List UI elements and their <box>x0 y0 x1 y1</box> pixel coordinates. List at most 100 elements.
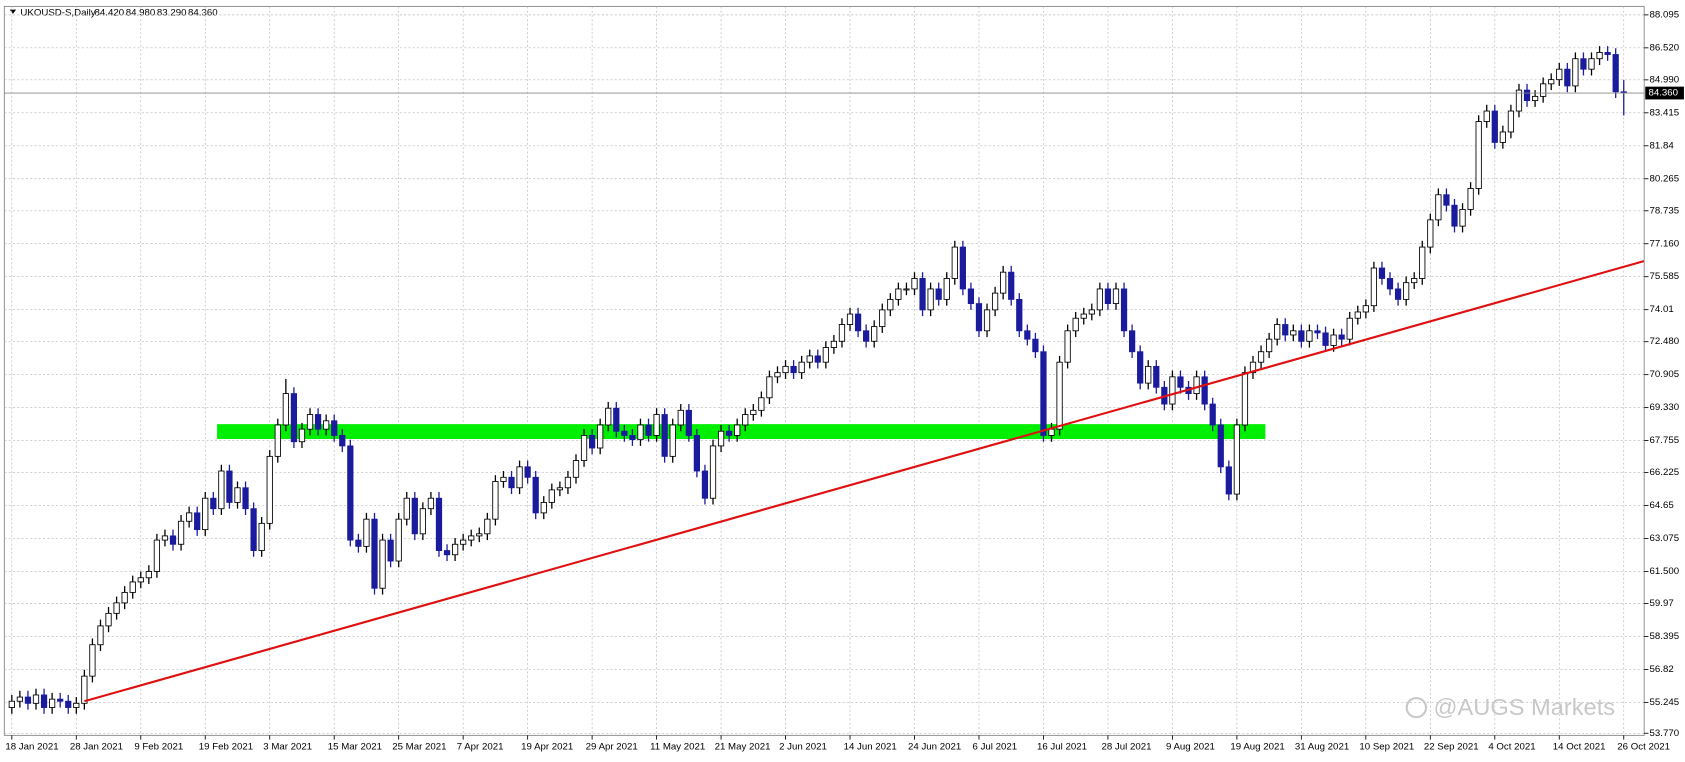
candle-body <box>927 288 934 311</box>
candle-body <box>355 539 362 547</box>
candle-body <box>822 347 829 363</box>
header-value: 84.980 <box>126 7 156 18</box>
candle-body <box>556 487 563 491</box>
candle-body <box>210 497 217 510</box>
candle-body <box>895 288 902 300</box>
y-tick-label: 58.395 <box>1650 631 1680 642</box>
candle-body <box>274 424 281 457</box>
candle-body <box>169 535 177 545</box>
candle-body <box>887 298 894 311</box>
y-tick-label: 83.415 <box>1650 107 1680 118</box>
candle-body <box>766 376 773 399</box>
candle-body <box>443 550 451 556</box>
y-tick-label: 61.500 <box>1650 566 1680 577</box>
candle-body <box>540 501 547 514</box>
candle-body <box>685 409 692 436</box>
candle-body <box>726 430 733 436</box>
candle-body <box>1233 424 1241 495</box>
candle-body <box>1491 110 1498 143</box>
candle-body <box>65 700 72 708</box>
x-tick-label: 18 Jan 2021 <box>5 742 58 753</box>
candle-body <box>1201 376 1208 405</box>
candle-body <box>1596 52 1603 60</box>
y-tick-label: 53.770 <box>1650 728 1680 739</box>
candle-body <box>1427 219 1434 248</box>
candle-body <box>903 288 910 291</box>
candle-body <box>137 577 144 583</box>
candle-body <box>1483 110 1490 122</box>
candle-body <box>1120 288 1128 332</box>
candle-body <box>1266 338 1273 353</box>
x-tick-label: 11 May 2021 <box>650 742 705 753</box>
candle-body <box>57 698 64 702</box>
candle-body <box>1330 334 1337 346</box>
candle-body <box>371 518 378 589</box>
candle-body <box>750 409 757 415</box>
watermark-icon <box>1405 696 1428 719</box>
y-tick-label: 55.245 <box>1650 697 1680 708</box>
y-tick-label: 77.160 <box>1650 238 1680 249</box>
y-tick-label: 69.330 <box>1650 402 1680 413</box>
candle-body <box>1564 68 1571 87</box>
candle-body <box>830 340 838 348</box>
candle-body <box>1346 317 1353 340</box>
x-tick-label: 22 Sep 2021 <box>1424 742 1479 753</box>
candle-body <box>1048 428 1055 436</box>
candle-body <box>1548 79 1555 85</box>
candle-body <box>1112 288 1120 305</box>
candle-body <box>258 522 265 551</box>
candle-body <box>1249 361 1257 374</box>
candle-body <box>991 292 999 311</box>
candle-body <box>266 455 273 524</box>
candle-body <box>1177 376 1184 388</box>
candle-body <box>186 512 193 522</box>
candle-body <box>669 424 676 457</box>
candle-body <box>1137 351 1144 384</box>
candle-body <box>943 278 950 300</box>
x-tick-label: 28 Jul 2021 <box>1101 742 1151 753</box>
y-tick-label: 75.585 <box>1650 271 1680 282</box>
x-tick-label: 31 Aug 2021 <box>1295 742 1349 753</box>
candle-body <box>468 535 475 541</box>
plot-frame <box>3 5 1645 736</box>
candle-body <box>790 365 797 374</box>
candle-body <box>1145 365 1152 384</box>
y-tick-label: 88.095 <box>1650 9 1680 20</box>
candle-body <box>838 324 846 342</box>
symbol: UKOUSD-S,Daily <box>20 7 95 18</box>
candle-body <box>282 393 289 426</box>
candle-body <box>1467 188 1474 210</box>
candle-body <box>758 397 765 411</box>
candle-body <box>1274 324 1281 340</box>
candle-body <box>1588 58 1595 70</box>
candle-body <box>774 372 781 378</box>
y-tick-label: 67.755 <box>1650 435 1680 446</box>
candle-body <box>532 476 539 514</box>
candle-body <box>476 533 483 537</box>
candle-body <box>1499 131 1506 143</box>
candle-body <box>629 435 636 441</box>
candle-body <box>121 591 128 604</box>
candle-body <box>1354 311 1361 319</box>
candle-body <box>1128 330 1136 353</box>
x-tick-label: 4 Oct 2021 <box>1488 742 1535 753</box>
candle-body <box>637 424 644 441</box>
candle-body <box>1338 334 1345 340</box>
header-value: 83.290 <box>157 7 187 18</box>
candle-body <box>387 539 394 562</box>
candle-body <box>1306 330 1313 342</box>
menu-arrow[interactable] <box>9 9 17 14</box>
candle-body <box>1362 305 1369 313</box>
candle-body <box>508 476 515 489</box>
candle-body <box>1322 332 1329 346</box>
y-tick-label: 80.265 <box>1650 173 1680 184</box>
candle-body <box>1411 278 1418 284</box>
candle-body <box>564 476 572 489</box>
y-tick-label: 81.84 <box>1650 140 1675 151</box>
y-tick-label: 70.905 <box>1650 369 1680 380</box>
y-tick-label: 64.65 <box>1650 500 1674 511</box>
candle-body <box>97 625 104 646</box>
candle-body <box>89 644 96 677</box>
candle-body <box>1016 298 1023 332</box>
x-tick-label: 9 Aug 2021 <box>1166 742 1215 753</box>
